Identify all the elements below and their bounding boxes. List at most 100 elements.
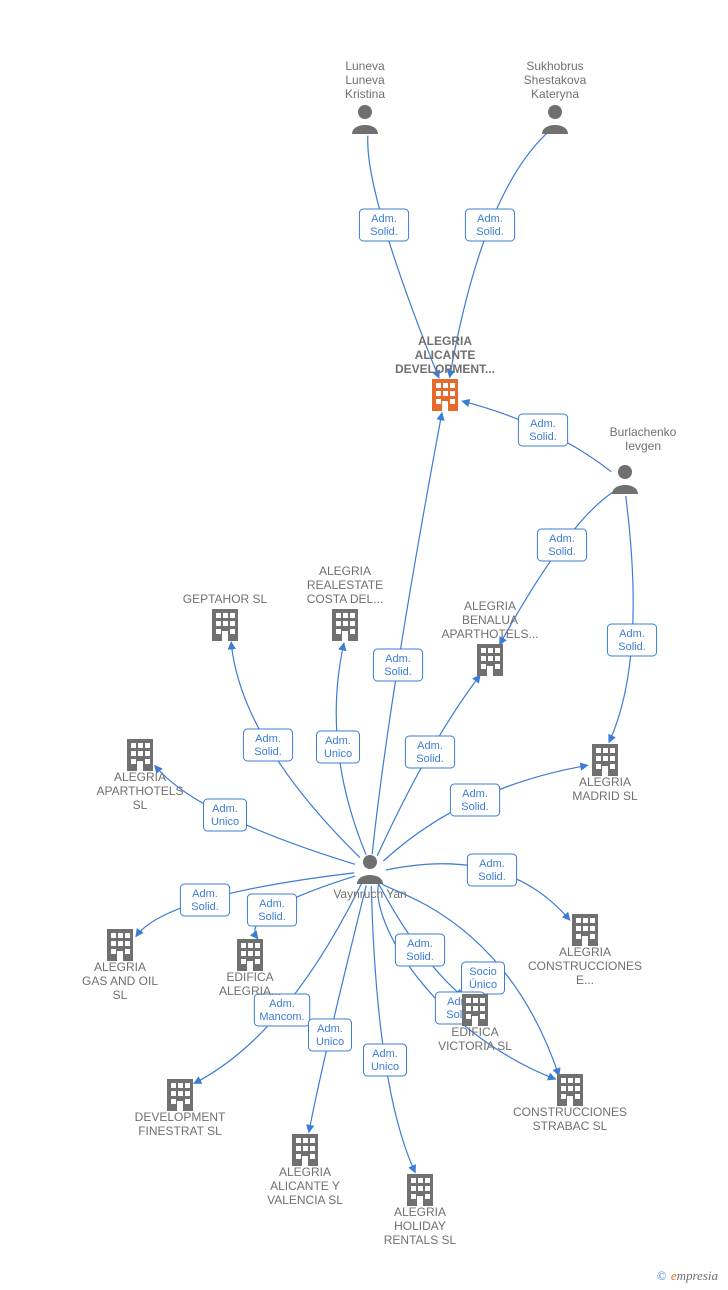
- svg-text:Adm.: Adm.: [407, 938, 433, 950]
- node-label: ALICANTE: [415, 348, 476, 362]
- edge-label: Adm.Unico: [204, 799, 247, 831]
- svg-text:Adm.: Adm.: [317, 1023, 343, 1035]
- svg-text:Adm.: Adm.: [259, 898, 285, 910]
- company-node[interactable]: DEVELOPMENTFINESTRAT SL: [135, 1079, 226, 1138]
- edge: [372, 413, 442, 854]
- svg-text:Adm.: Adm.: [385, 653, 411, 665]
- node-label: STRABAC SL: [533, 1119, 608, 1133]
- person-node[interactable]: SukhobrusShestakovaKateryna: [524, 59, 587, 134]
- node-label: MADRID SL: [572, 789, 638, 803]
- edge-label: Adm.Solid.: [373, 649, 422, 681]
- svg-text:Solid.: Solid.: [478, 871, 506, 883]
- svg-text:Unico: Unico: [211, 816, 239, 828]
- person-icon: [612, 465, 638, 494]
- node-label: Ievgen: [625, 439, 661, 453]
- node-label: Sukhobrus: [526, 59, 583, 73]
- building-icon: [462, 994, 488, 1026]
- company-node[interactable]: ALEGRIAREALESTATECOSTA DEL...: [307, 564, 383, 641]
- edge: [371, 886, 415, 1173]
- edge-label: Adm.Solid.: [180, 884, 229, 916]
- node-label: EDIFICA: [451, 1025, 498, 1039]
- svg-text:Adm.: Adm.: [255, 733, 281, 745]
- svg-text:Adm.: Adm.: [325, 735, 351, 747]
- svg-text:Adm.: Adm.: [269, 998, 295, 1010]
- svg-text:Solid.: Solid.: [529, 431, 557, 443]
- svg-text:Solid.: Solid.: [548, 546, 576, 558]
- node-label: Shestakova: [524, 73, 587, 87]
- edge-label: Adm.Solid.: [243, 729, 292, 761]
- node-label: RENTALS SL: [384, 1233, 457, 1247]
- person-icon: [352, 105, 378, 134]
- edge-label: Adm.Solid.: [467, 854, 516, 886]
- company-node[interactable]: ALEGRIAMADRID SL: [572, 744, 638, 803]
- edge-label: Adm.Solid.: [395, 934, 444, 966]
- network-diagram: Adm.Solid.Adm.Solid.Adm.Solid.Adm.Solid.…: [0, 0, 728, 1290]
- building-icon: [332, 609, 358, 641]
- svg-text:Socio: Socio: [469, 966, 497, 978]
- company-node[interactable]: CONSTRUCCIONESSTRABAC SL: [513, 1074, 627, 1133]
- edge-label: Adm.Solid.: [465, 209, 514, 241]
- company-node[interactable]: ALEGRIABENALUAAPARTHOTELS...: [442, 599, 539, 676]
- node-label: BENALUA: [462, 613, 518, 627]
- person-icon: [357, 855, 383, 884]
- person-node[interactable]: BurlachenkoIevgen: [610, 425, 677, 494]
- svg-text:Unico: Unico: [316, 1036, 344, 1048]
- edge-label: Adm.Mancom.: [254, 994, 309, 1026]
- company-node[interactable]: ALEGRIAALICANTE YVALENCIA SL: [267, 1134, 343, 1207]
- svg-text:Adm.: Adm.: [212, 803, 238, 815]
- edge-label: SocioÚnico: [462, 962, 505, 994]
- company-node[interactable]: ALEGRIAAPARTHOTELSSL: [97, 739, 184, 812]
- building-icon: [432, 379, 458, 411]
- edge-label: Adm.Solid.: [537, 529, 586, 561]
- node-label: ALEGRIA: [114, 770, 166, 784]
- node-label: Kateryna: [531, 87, 579, 101]
- node-label: Luneva: [345, 59, 385, 73]
- node-label: VALENCIA SL: [267, 1193, 343, 1207]
- node-label: FINESTRAT SL: [138, 1124, 222, 1138]
- svg-text:Solid.: Solid.: [461, 801, 489, 813]
- company-node[interactable]: EDIFICAALEGRIA...: [219, 939, 281, 998]
- person-node[interactable]: LunevaLunevaKristina: [345, 59, 385, 134]
- company-node[interactable]: ALEGRIAALICANTEDEVELOPMENT...: [395, 334, 495, 411]
- edge: [309, 886, 366, 1133]
- node-label: Burlachenko: [610, 425, 677, 439]
- node-label: ALEGRIA: [418, 334, 472, 348]
- edge-label: Adm.Unico: [317, 731, 360, 763]
- building-icon: [557, 1074, 583, 1106]
- edge-label: Adm.Solid.: [450, 784, 499, 816]
- node-label: ALEGRIA: [94, 960, 146, 974]
- edge-label: Adm.Unico: [364, 1044, 407, 1076]
- svg-text:Adm.: Adm.: [192, 888, 218, 900]
- footer-brand: ©empresia: [657, 1268, 718, 1284]
- svg-text:Adm.: Adm.: [549, 533, 575, 545]
- node-label: ALEGRIA: [464, 599, 516, 613]
- node-label: Vaynruch Yan: [333, 887, 406, 901]
- node-label: E...: [576, 973, 594, 987]
- node-label: SL: [113, 988, 128, 1002]
- node-label: Luneva: [345, 73, 385, 87]
- svg-text:Mancom.: Mancom.: [259, 1011, 304, 1023]
- edge-label: Adm.Solid.: [247, 894, 296, 926]
- svg-text:Adm.: Adm.: [619, 628, 645, 640]
- node-label: ALEGRIA: [319, 564, 371, 578]
- person-node[interactable]: Vaynruch Yan: [333, 855, 406, 901]
- svg-text:Unico: Unico: [371, 1061, 399, 1073]
- building-icon: [127, 739, 153, 771]
- company-node[interactable]: ALEGRIAHOLIDAYRENTALS SL: [384, 1174, 457, 1247]
- edge-label: Adm.Solid.: [359, 209, 408, 241]
- svg-text:Solid.: Solid.: [476, 226, 504, 238]
- company-node[interactable]: GEPTAHOR SL: [183, 592, 268, 641]
- edge: [136, 873, 354, 937]
- node-label: SL: [133, 798, 148, 812]
- brand-rest: mpresia: [677, 1268, 718, 1283]
- node-label: GEPTAHOR SL: [183, 592, 268, 606]
- svg-text:Unico: Unico: [324, 748, 352, 760]
- node-label: COSTA DEL...: [307, 592, 383, 606]
- company-node[interactable]: ALEGRIACONSTRUCCIONESE...: [528, 914, 642, 987]
- node-label: ALEGRIA: [394, 1205, 446, 1219]
- svg-text:Adm.: Adm.: [372, 1048, 398, 1060]
- node-label: CONSTRUCCIONES: [528, 959, 642, 973]
- node-label: CONSTRUCCIONES: [513, 1105, 627, 1119]
- node-label: REALESTATE: [307, 578, 383, 592]
- company-node[interactable]: ALEGRIAGAS AND OILSL: [82, 929, 158, 1002]
